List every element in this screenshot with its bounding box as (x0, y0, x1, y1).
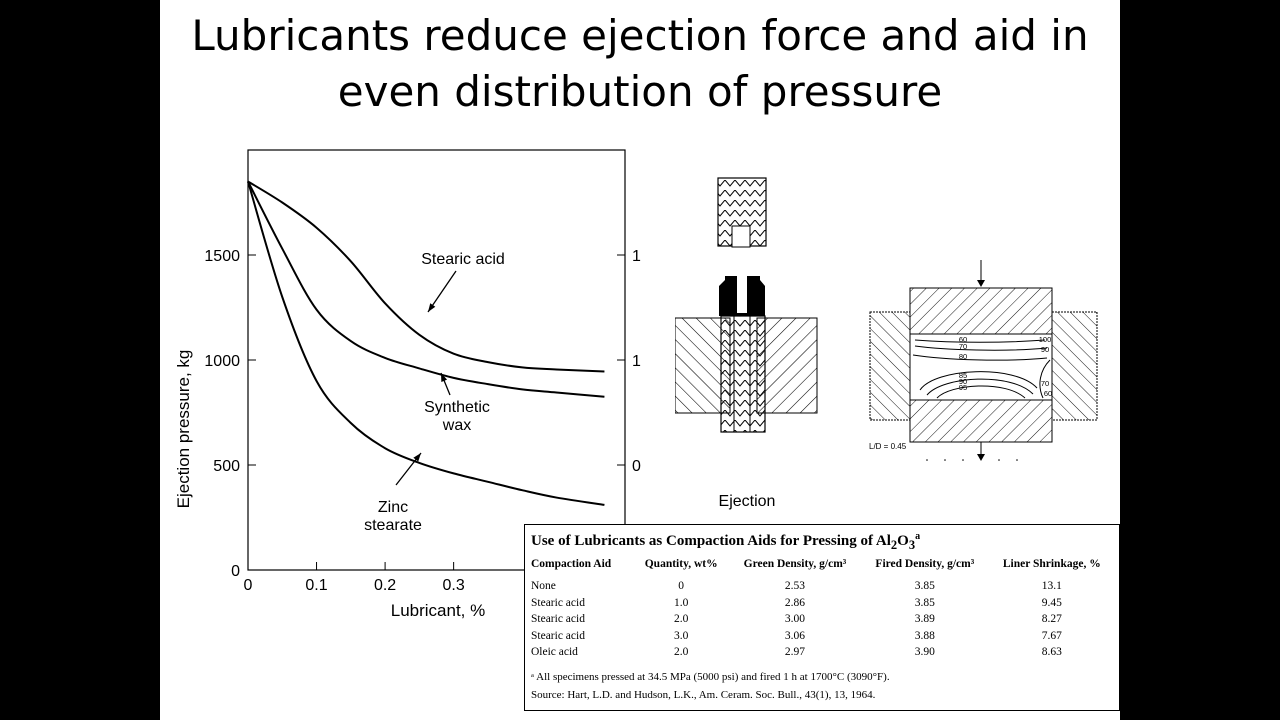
table-cell: Stearic acid (531, 596, 585, 609)
table-title-superscript: a (915, 531, 921, 542)
table-header-cell: Green Density, g/cm³ (743, 558, 847, 570)
right-axis-tick-label: 1 (632, 248, 641, 265)
contour-label: 100 (1039, 335, 1052, 344)
slide-title-line-2: even distribution of pressure (337, 67, 943, 116)
x-tick-label: 0 (244, 577, 253, 594)
punch-head (719, 276, 765, 316)
table-header-cell: Liner Shrinkage, % (1002, 558, 1101, 570)
y-tick-label: 1500 (204, 248, 240, 265)
table-cell: None (531, 580, 556, 593)
y-tick-label: 1000 (204, 353, 240, 370)
slide-title: Lubricants reduce ejection force and aid… (160, 8, 1120, 120)
die-block (675, 315, 818, 433)
curve-annotation-label: wax (442, 417, 471, 434)
table-cell: 3.90 (914, 646, 935, 659)
table-row: Stearic acid 1.0 2.86 3.85 9.45 (529, 595, 1115, 612)
table-cell: 7.67 (1041, 629, 1062, 642)
table-cell: 0 (678, 580, 685, 593)
table-title-subscript: 2 (890, 538, 898, 552)
table-row: Oleic acid 2.0 2.97 3.90 8.63 (529, 644, 1115, 661)
ejection-label: Ejection (719, 493, 776, 510)
y-tick-label: 500 (213, 458, 240, 475)
table-cell: 13.1 (1041, 580, 1062, 593)
lubricant-table-panel: Use of Lubricants as Compaction Aids for… (524, 524, 1120, 711)
contour-label: 60 (1044, 389, 1052, 398)
x-tick-label: 0.3 (443, 577, 465, 594)
synthetic-wax-line (247, 181, 605, 398)
contour-label: 80 (959, 352, 967, 361)
table-cell: Oleic acid (531, 646, 578, 659)
table-cell: 3.88 (914, 629, 935, 642)
zinc-stearate-line (247, 181, 605, 506)
slide-title-line-1: Lubricants reduce ejection force and aid… (191, 11, 1089, 60)
arrowhead-icon (428, 303, 436, 312)
lubricant-table: Compaction Aid Quantity, wt% Green Density… (529, 558, 1115, 661)
table-header-cell: Fired Density, g/cm³ (875, 558, 975, 570)
table-cell: 1.0 (673, 596, 689, 609)
contour-label: 95 (959, 383, 967, 392)
table-row: Stearic acid 3.0 3.06 3.88 7.67 (529, 628, 1115, 645)
x-tick-label: 0.1 (305, 577, 327, 594)
curve-annotation-label: Stearic acid (421, 251, 505, 268)
table-cell: 3.89 (914, 613, 935, 626)
table-cell: Stearic acid (531, 629, 585, 642)
table-header-row: Compaction Aid Quantity, wt% Green Density… (529, 558, 1115, 578)
contour-label: 85 (959, 371, 967, 380)
table-cell: 2.97 (784, 646, 805, 659)
table-cell: 2.0 (673, 646, 689, 659)
x-tick-label: 0.2 (374, 577, 396, 594)
right-axis-tick-label: 1 (632, 353, 641, 370)
table-title-text-2: O (897, 533, 909, 549)
ld-ratio-label: L/D = 0.45 (869, 442, 907, 451)
table-row: Stearic acid 2.0 3.00 3.89 8.27 (529, 611, 1115, 628)
table-header-cell: Quantity, wt% (644, 558, 718, 570)
table-cell: Stearic acid (531, 613, 585, 626)
contour-label: 70 (1041, 379, 1049, 388)
table-source: Source: Hart, L.D. and Hudson, L.K., Am.… (531, 689, 876, 701)
table-cell: 3.0 (673, 629, 689, 642)
table-cell: 9.45 (1041, 596, 1062, 609)
table-title: Use of Lubricants as Compaction Aids for… (531, 531, 920, 553)
y-tick-label: 0 (231, 563, 240, 580)
contour-label: 90 (959, 377, 967, 386)
table-cell: 3.06 (784, 629, 805, 642)
table-cell: 8.63 (1041, 646, 1062, 659)
ejection-pressure-chart: 0 0.1 0.2 0.3 0 500 1000 1500 1 1 0 Stearic acid Sy… (174, 149, 641, 620)
table-title-text: Use of Lubricants as Compaction Aids for… (531, 533, 891, 549)
right-axis-tick-label: 0 (632, 458, 641, 475)
slide: Lubricants reduce ejection force and aid… (160, 0, 1120, 720)
table-cell: 3.85 (914, 580, 935, 593)
contour-label: 60 (959, 335, 967, 344)
plot-frame (247, 149, 626, 571)
ejection-die-diagram: Ejection (675, 177, 818, 510)
arrowhead-icon (413, 453, 421, 462)
x-axis-label: Lubricant, % (391, 601, 486, 620)
arrowhead-icon (441, 373, 448, 382)
contour-label: 70 (959, 342, 967, 351)
loose-compact (717, 177, 767, 248)
table-cell: 2.86 (784, 596, 805, 609)
contour-label: 90 (1041, 345, 1049, 354)
curve-annotation-label: Synthetic (424, 399, 490, 416)
curve-annotation-label: stearate (364, 517, 422, 534)
stearic-acid-line (247, 180, 605, 373)
curve-annotation-label: Zinc (378, 499, 408, 516)
table-row: None 0 2.53 3.85 13.1 (529, 578, 1115, 595)
table-footnote: ᵃ All specimens pressed at 34.5 MPa (500… (531, 671, 890, 683)
table-cell: 2.53 (784, 580, 805, 593)
table-cell: 3.85 (914, 596, 935, 609)
table-cell: 3.00 (784, 613, 805, 626)
table-cell: 8.27 (1041, 613, 1062, 626)
table-header-cell: Compaction Aid (531, 558, 612, 570)
table-cell: 2.0 (673, 613, 689, 626)
table-title-subscript-2: 3 (908, 538, 916, 552)
y-axis-label: Ejection pressure, kg (174, 350, 193, 509)
